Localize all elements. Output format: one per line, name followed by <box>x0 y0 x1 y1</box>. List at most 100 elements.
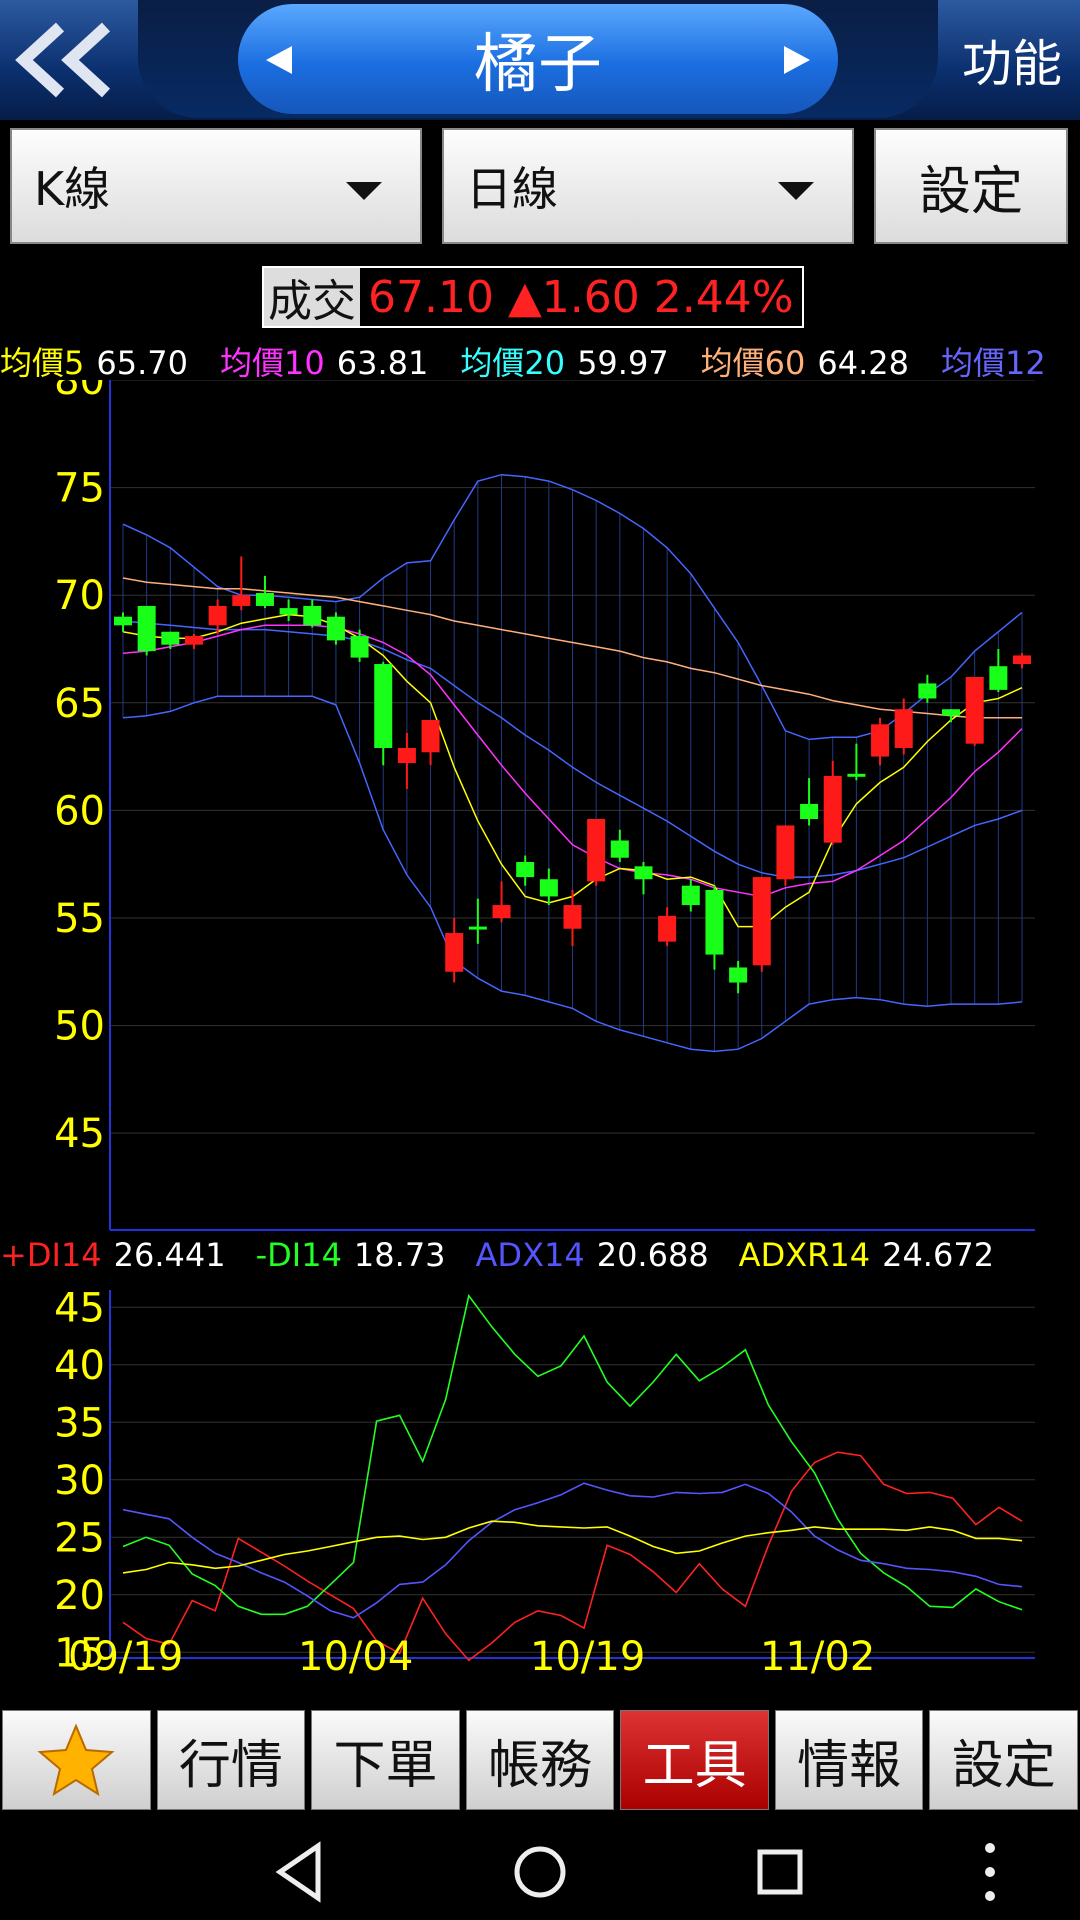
candle-body <box>705 890 724 955</box>
last-price: 67.10 <box>368 271 494 323</box>
candle-body <box>232 595 251 606</box>
candle-body <box>326 616 345 641</box>
next-stock-arrow-icon[interactable] <box>784 46 810 74</box>
settings-button[interactable]: 設定 <box>874 128 1068 244</box>
candle-body <box>445 933 464 972</box>
recents-square-icon[interactable] <box>757 1849 803 1895</box>
price-change: ▲1.60 <box>507 271 640 323</box>
candle-body <box>965 676 984 744</box>
favorites-tab[interactable] <box>2 1710 151 1810</box>
legend-label: +DI14 <box>0 1236 102 1274</box>
candle-body <box>587 818 606 882</box>
candle-body <box>894 709 913 748</box>
x-tick-label: 10/19 <box>530 1634 646 1680</box>
overflow-menu-icon[interactable] <box>985 1843 995 1901</box>
chevron-down-icon <box>346 182 382 200</box>
candle-body <box>279 608 298 615</box>
y-tick-label: 70 <box>54 573 105 619</box>
bollinger-lower-line <box>122 695 1023 1053</box>
percent-change: 2.44% <box>653 271 794 323</box>
legend-value: 20.688 <box>596 1236 709 1274</box>
chart-type-dropdown[interactable]: K線 <box>10 128 422 244</box>
candle-body <box>114 616 132 626</box>
tab-6[interactable]: 設定 <box>929 1710 1079 1810</box>
candle-body <box>374 664 393 748</box>
candle-body <box>516 862 535 878</box>
candle-body <box>847 773 866 777</box>
back-button[interactable] <box>0 0 130 120</box>
candle-body <box>729 967 748 983</box>
moving-average-legend: 均價5 65.70 均價10 63.81 均價20 59.97 均價60 64.28 均價12 <box>0 338 1080 382</box>
date-axis: 09/19 10/04 10/19 11/02 <box>0 1634 1080 1684</box>
tab-3[interactable]: 帳務 <box>465 1710 615 1810</box>
home-circle-icon[interactable] <box>514 1846 566 1898</box>
y-tick-label: 40 <box>54 1343 105 1389</box>
y-tick-label: 15 <box>54 1630 105 1670</box>
x-tick-label: 10/04 <box>298 1634 414 1680</box>
legend-label: -DI14 <box>255 1236 342 1274</box>
legend-label: 均價20 <box>460 344 566 382</box>
legend-label: 均價5 <box>0 344 85 382</box>
candle-body <box>752 877 771 966</box>
dmi-series-line <box>122 1451 1023 1662</box>
x-tick-label: 09/19 <box>68 1634 184 1680</box>
chart-type-value: K線 <box>34 162 111 216</box>
legend-label: ADX14 <box>475 1236 585 1274</box>
y-tick-label: 45 <box>54 1285 105 1331</box>
back-triangle-icon[interactable] <box>275 1841 321 1903</box>
ma10-line <box>122 624 1023 898</box>
candle-body <box>658 915 677 942</box>
candle-body <box>539 879 558 897</box>
candle-body <box>800 803 819 819</box>
candle-body <box>918 683 937 699</box>
tab-4[interactable]: 工具 <box>620 1710 769 1810</box>
quote-label: 成交 <box>264 268 360 327</box>
y-tick-label: 60 <box>54 788 105 834</box>
candle-body <box>397 747 416 764</box>
tab-2[interactable]: 下單 <box>311 1710 460 1810</box>
chevron-down-icon <box>778 182 814 200</box>
y-tick-label: 50 <box>54 1004 105 1050</box>
bollinger-mid-line <box>122 620 1023 878</box>
tab-1[interactable]: 行情 <box>156 1710 306 1810</box>
dmi-legend: +DI14 26.441 -DI14 18.73 ADX14 20.688 ADXR14 24… <box>0 1236 1080 1280</box>
candle-body <box>610 840 629 858</box>
ma60-line <box>122 577 1022 719</box>
candle-body <box>563 905 582 929</box>
stock-name: 橘子 <box>474 28 602 102</box>
dmi-series-line <box>122 1482 1023 1619</box>
legend-label: 均價12 <box>941 344 1046 382</box>
dmi-series-line <box>122 1520 1023 1574</box>
candle-body <box>681 885 700 906</box>
previous-stock-arrow-icon[interactable] <box>266 46 292 74</box>
y-tick-label: 20 <box>54 1573 105 1619</box>
legend-value: 59.97 <box>577 344 669 382</box>
tab-5[interactable]: 情報 <box>774 1710 924 1810</box>
period-value: 日線 <box>466 162 558 216</box>
y-tick-label: 30 <box>54 1458 105 1504</box>
candle-body <box>823 775 842 843</box>
legend-label: 均價60 <box>700 344 806 382</box>
y-tick-label: 80 <box>54 380 105 404</box>
candle-body <box>421 720 440 753</box>
legend-value: 65.70 <box>96 344 188 382</box>
y-tick-label: 45 <box>54 1111 105 1157</box>
stock-title-pill[interactable]: 橘子 <box>238 4 838 114</box>
legend-value: 64.28 <box>817 344 910 382</box>
legend-label: 均價10 <box>219 344 325 382</box>
y-tick-label: 65 <box>54 681 105 727</box>
candle-body <box>634 866 653 880</box>
function-button[interactable]: 功能 <box>962 35 1062 93</box>
candle-body <box>468 926 487 930</box>
star-icon <box>37 1723 115 1797</box>
candle-body <box>161 631 180 645</box>
candle-body <box>1013 655 1031 665</box>
period-dropdown[interactable]: 日線 <box>442 128 854 244</box>
last-trade-quote: 成交 67.10 ▲1.60 2.44% <box>262 266 804 328</box>
legend-label: ADXR14 <box>738 1236 871 1274</box>
x-tick-label: 11/02 <box>760 1634 876 1680</box>
candle-body <box>989 666 1008 690</box>
quote-values: 67.10 ▲1.60 2.44% <box>360 272 802 323</box>
stock-chart[interactable]: 80 75 70 65 60 55 50 45 45 40 35 30 25 20 15 <box>0 380 1080 1670</box>
candle-body <box>350 636 369 658</box>
